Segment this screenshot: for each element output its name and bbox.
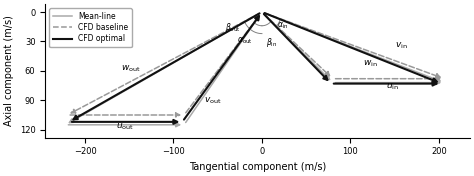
Text: $u_{\rm out}$: $u_{\rm out}$ [116,122,134,132]
Text: $\beta_{\rm in}$: $\beta_{\rm in}$ [266,36,278,49]
Legend: Mean-line, CFD baseline, CFD optimal: Mean-line, CFD baseline, CFD optimal [49,8,132,47]
Text: $u_{\rm in}$: $u_{\rm in}$ [386,81,400,92]
Text: $\beta_{\rm out}$: $\beta_{\rm out}$ [225,21,241,34]
Text: $w_{\rm out}$: $w_{\rm out}$ [121,64,141,74]
Text: $w_{\rm in}$: $w_{\rm in}$ [363,59,377,70]
Text: $v_{\rm out}$: $v_{\rm out}$ [204,95,222,106]
Text: $\alpha_{\rm out}$: $\alpha_{\rm out}$ [237,36,253,46]
X-axis label: Tangential component (m/s): Tangential component (m/s) [189,162,326,172]
Y-axis label: Axial component (m/s): Axial component (m/s) [4,15,14,126]
Text: $v_{\rm in}$: $v_{\rm in}$ [395,40,408,51]
Text: $\alpha_{\rm in}$: $\alpha_{\rm in}$ [277,21,289,31]
